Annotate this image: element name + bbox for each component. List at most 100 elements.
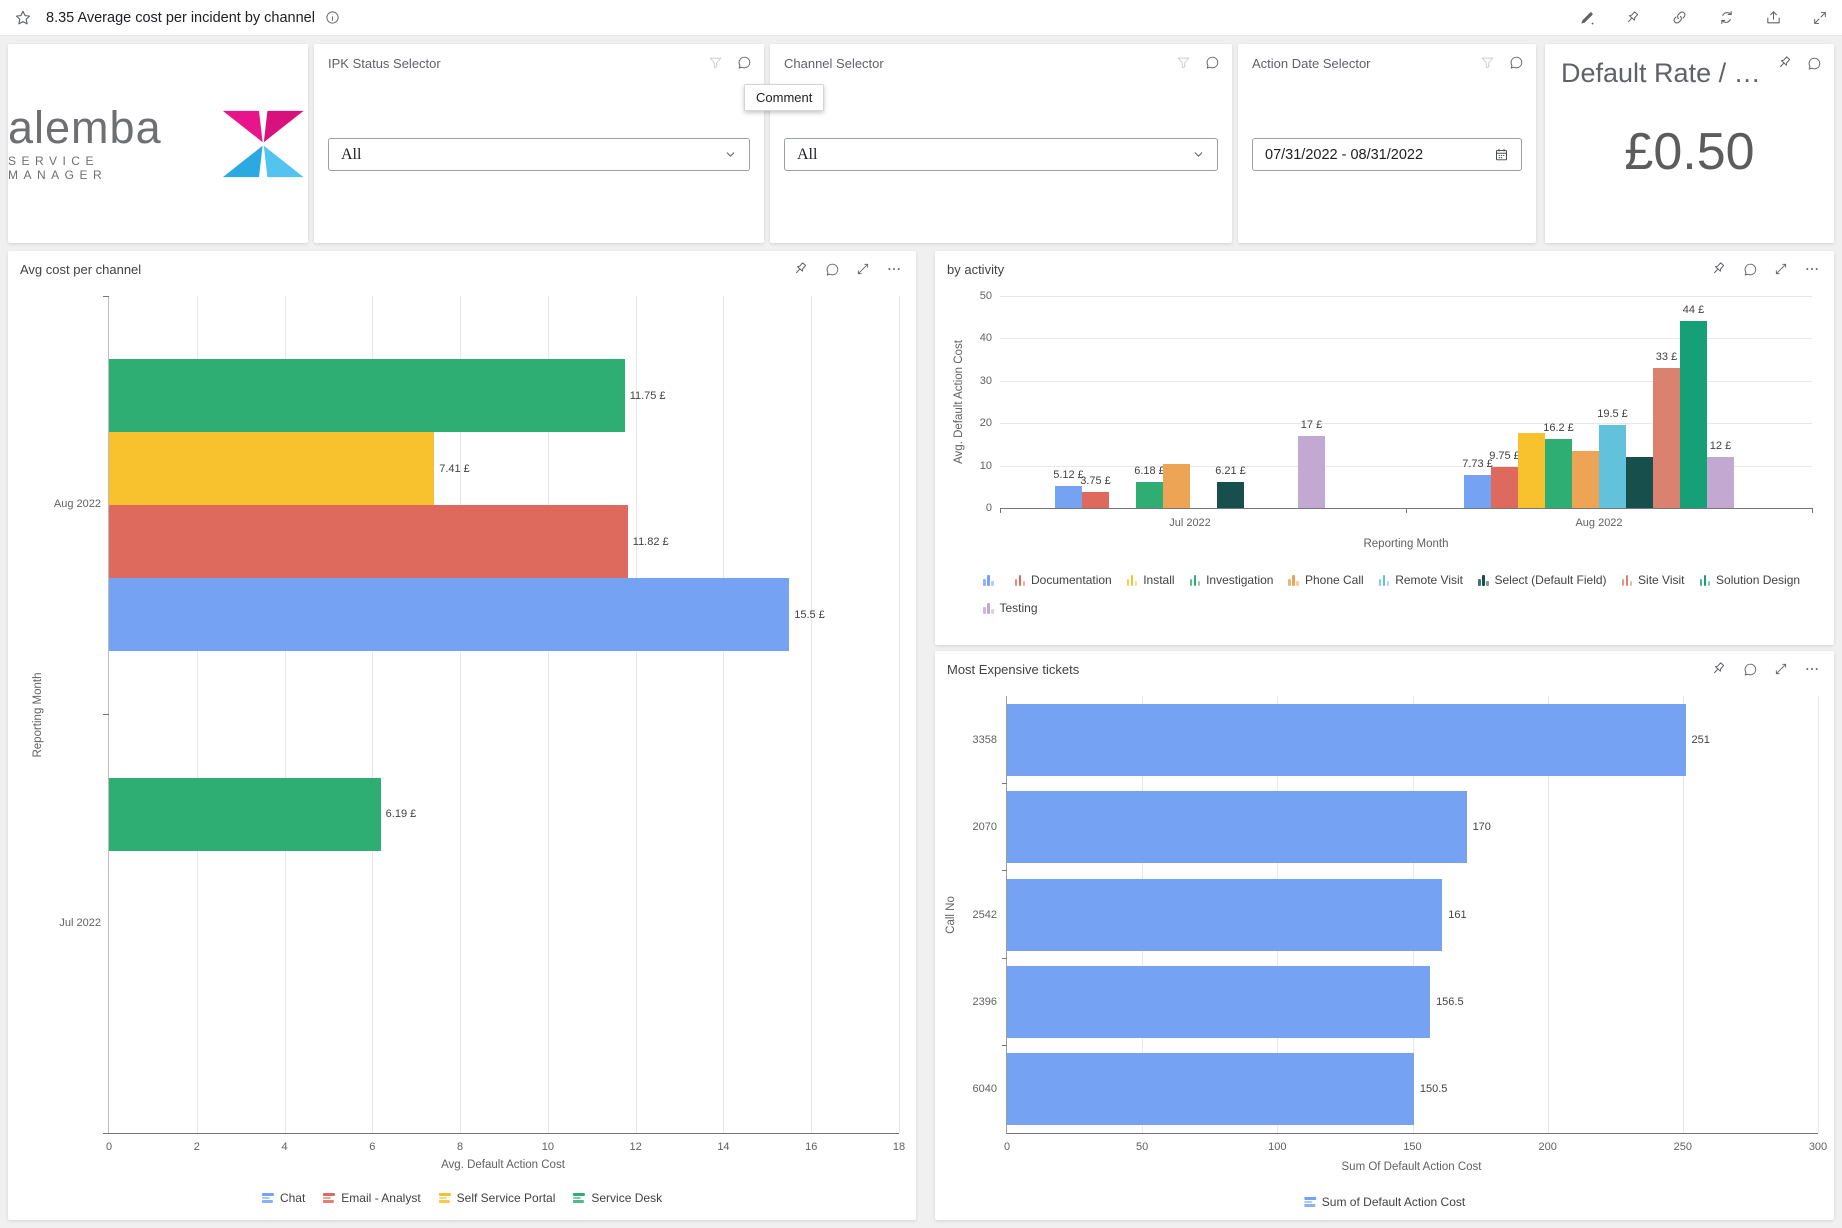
open-full-icon[interactable] bbox=[1774, 662, 1788, 676]
bar[interactable] bbox=[1007, 878, 1443, 951]
legend-item[interactable]: Solution Design bbox=[1699, 573, 1800, 587]
link-icon[interactable] bbox=[1671, 9, 1688, 26]
filter-icon[interactable] bbox=[1480, 55, 1495, 70]
filter-icon[interactable] bbox=[708, 55, 723, 70]
pin-icon[interactable] bbox=[1711, 661, 1727, 677]
gridline bbox=[1818, 696, 1819, 1133]
legend-item[interactable]: Install bbox=[1126, 573, 1175, 587]
bar[interactable] bbox=[1545, 439, 1572, 508]
bar[interactable] bbox=[109, 432, 435, 506]
bar[interactable] bbox=[1082, 492, 1109, 508]
ipk-selector-title: IPK Status Selector bbox=[328, 56, 441, 71]
info-icon[interactable] bbox=[325, 10, 340, 25]
bar-value-label: 16.2 £ bbox=[1543, 422, 1574, 435]
legend-swatch-icon bbox=[1378, 574, 1390, 586]
legend-item[interactable]: Chat bbox=[261, 1191, 305, 1205]
pin-icon[interactable] bbox=[1625, 10, 1641, 26]
bar-value-label: 7.73 £ bbox=[1462, 458, 1493, 471]
legend-item[interactable]: Phone Call bbox=[1288, 573, 1364, 587]
axis-tick bbox=[1002, 870, 1007, 872]
channel-dropdown[interactable]: All bbox=[784, 138, 1218, 171]
x-tick-label: 18 bbox=[892, 1141, 906, 1153]
comment-icon[interactable] bbox=[1205, 55, 1220, 70]
pin-icon[interactable] bbox=[1711, 261, 1727, 277]
gridline bbox=[1000, 296, 1812, 297]
comment-icon[interactable] bbox=[825, 262, 840, 277]
x-tick-label: 50 bbox=[1136, 1141, 1149, 1153]
bar[interactable] bbox=[1136, 481, 1163, 508]
bar[interactable] bbox=[1007, 791, 1467, 864]
bar[interactable] bbox=[1518, 433, 1545, 508]
legend-item[interactable]: Select (Default Field) bbox=[1478, 573, 1607, 587]
comment-icon[interactable] bbox=[1743, 262, 1758, 277]
chart-legend: Documentation Install Investigation Phone C… bbox=[983, 573, 1800, 587]
bar[interactable] bbox=[1599, 425, 1626, 508]
comment-icon[interactable] bbox=[737, 55, 752, 70]
action-date-range-input[interactable]: 07/31/2022 - 08/31/2022 bbox=[1252, 138, 1522, 171]
gridline bbox=[1682, 696, 1684, 1133]
more-icon[interactable] bbox=[1804, 661, 1820, 677]
legend-item[interactable]: Site Visit bbox=[1621, 573, 1685, 587]
bar-value-label: 33 £ bbox=[1655, 351, 1678, 364]
more-icon[interactable] bbox=[886, 261, 902, 277]
pin-icon[interactable] bbox=[1777, 55, 1793, 71]
x-tick-label: 16 bbox=[805, 1141, 818, 1153]
ipk-status-dropdown[interactable]: All bbox=[328, 138, 750, 171]
export-icon[interactable] bbox=[1765, 9, 1782, 26]
legend-label: Phone Call bbox=[1304, 573, 1364, 587]
star-icon[interactable] bbox=[14, 9, 32, 27]
legend-item[interactable]: Self Service Portal bbox=[438, 1191, 555, 1205]
edit-icon[interactable] bbox=[1579, 10, 1595, 26]
bar[interactable] bbox=[1298, 435, 1325, 508]
legend-item[interactable]: Documentation bbox=[1014, 573, 1112, 587]
comment-icon[interactable] bbox=[1743, 662, 1758, 677]
bar[interactable] bbox=[1491, 466, 1518, 508]
kpi-title: Default Rate / … bbox=[1561, 58, 1761, 88]
bar[interactable] bbox=[1626, 457, 1653, 508]
bar[interactable] bbox=[1007, 965, 1431, 1038]
logo-brand-text: alemba bbox=[8, 102, 162, 153]
legend-swatch-icon bbox=[1189, 574, 1201, 586]
comment-icon[interactable] bbox=[1807, 56, 1822, 71]
legend-item[interactable]: Service Desk bbox=[573, 1191, 662, 1205]
bar[interactable] bbox=[1055, 486, 1082, 508]
bar[interactable] bbox=[1217, 481, 1244, 508]
bar[interactable] bbox=[1163, 463, 1190, 508]
more-icon[interactable] bbox=[1804, 261, 1820, 277]
refresh-icon[interactable] bbox=[1718, 9, 1735, 26]
bar[interactable] bbox=[109, 578, 790, 652]
logo-card: alemba SERVICE MANAGER bbox=[8, 44, 308, 243]
bar[interactable] bbox=[109, 777, 381, 851]
open-full-icon[interactable] bbox=[1774, 262, 1788, 276]
x-tick-label: 100 bbox=[1268, 1141, 1287, 1153]
bar[interactable] bbox=[109, 505, 628, 579]
bar-value-label: 251 bbox=[1691, 733, 1710, 746]
bar[interactable] bbox=[1680, 321, 1707, 508]
legend-item[interactable]: Sum of Default Action Cost bbox=[1303, 1195, 1465, 1209]
y-axis-title: Avg. Default Action Cost bbox=[953, 340, 965, 464]
comment-icon[interactable] bbox=[1509, 55, 1524, 70]
y-category-label: Aug 2022 bbox=[53, 498, 101, 511]
bar[interactable] bbox=[1707, 457, 1734, 508]
legend-item[interactable]: Testing bbox=[983, 601, 1038, 615]
open-full-icon[interactable] bbox=[856, 262, 870, 276]
legend-item[interactable] bbox=[983, 574, 1000, 586]
plot-area: 0 50 100 150 200 250 300 251 3358 170 2070 161 2542 1… bbox=[973, 696, 1827, 1153]
calendar-icon[interactable] bbox=[1494, 147, 1509, 162]
filter-icon[interactable] bbox=[1176, 55, 1191, 70]
bar[interactable] bbox=[109, 359, 625, 433]
legend-item[interactable]: Email - Analyst bbox=[323, 1191, 421, 1205]
gridline bbox=[1000, 380, 1812, 382]
bar[interactable] bbox=[1007, 703, 1686, 776]
bar[interactable] bbox=[1572, 451, 1599, 508]
expand-icon[interactable] bbox=[1812, 10, 1828, 26]
most-expensive-tickets-card: Most Expensive tickets 0 50 100 150 200 250 30… bbox=[935, 651, 1834, 1220]
bar[interactable] bbox=[1464, 475, 1491, 508]
pin-icon[interactable] bbox=[793, 261, 809, 277]
legend-item[interactable]: Investigation bbox=[1189, 573, 1273, 587]
legend-item[interactable]: Remote Visit bbox=[1378, 573, 1463, 587]
legend-swatch-icon bbox=[1288, 574, 1299, 586]
bar[interactable] bbox=[1007, 1053, 1414, 1126]
bar[interactable] bbox=[1653, 368, 1680, 508]
bar-value-label: 19.5 £ bbox=[1597, 408, 1628, 421]
